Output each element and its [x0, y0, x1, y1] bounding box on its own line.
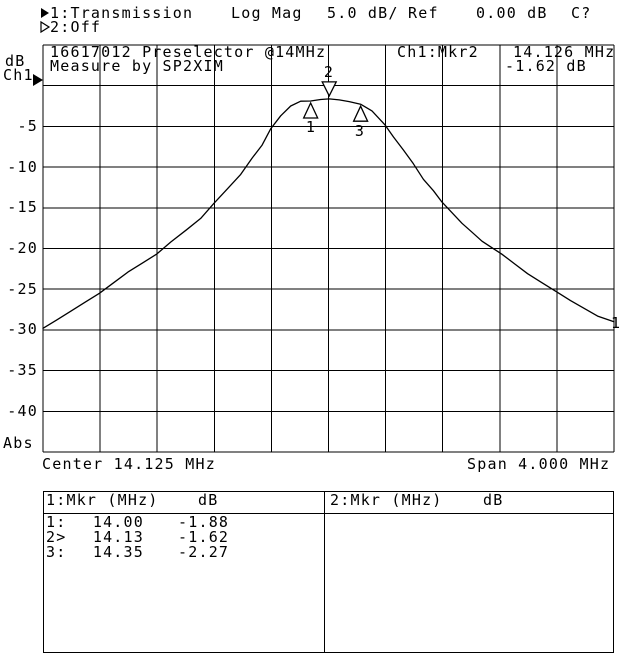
marker-3-triangle-icon: [352, 104, 369, 122]
plot-annotation-line2: Measure by SP2XIM: [50, 57, 224, 75]
active-trace-arrow-icon: [41, 8, 49, 18]
table1-row2-id: 2>: [46, 528, 67, 546]
table1-row2-freq: 14.13: [92, 528, 144, 546]
table1-row3-freq: 14.35: [92, 543, 144, 561]
y-axis-bottom-label: Abs: [3, 434, 34, 452]
marker-readout-channel: Ch1:Mkr2: [397, 43, 479, 61]
marker-symbols: [302, 81, 369, 122]
y-axis-unit-label: dB: [5, 52, 26, 70]
marker-table-header-rule: [44, 513, 613, 514]
table1-row1-db: -1.88: [178, 513, 230, 531]
y-tick-label: -30: [7, 320, 38, 338]
ref-value: 0.00 dB: [476, 4, 548, 22]
trace-end-channel-label: 1: [611, 314, 622, 332]
plot-annotation-line1: 16617012 Preselector @14MHz: [50, 43, 327, 61]
table1-header-unit: dB: [198, 491, 219, 509]
grid-lines: [42, 44, 615, 453]
format-label: Log Mag: [231, 4, 303, 22]
y-tick-label: -35: [7, 361, 38, 379]
channel-label: Ch1: [3, 66, 34, 84]
marker-3-label: 3: [354, 122, 366, 140]
span-label: Span 4.000 MHz: [467, 455, 611, 473]
marker-2-label: 2: [323, 63, 335, 81]
marker-2-triangle-icon: [321, 81, 338, 98]
marker-readout-value: -1.62 dB: [505, 57, 587, 75]
trace-line: [42, 98, 615, 329]
ref-label: Ref: [408, 4, 439, 22]
reference-level-arrow-icon: [33, 74, 43, 86]
table2-header-unit: dB: [483, 491, 504, 509]
table1-row2-db: -1.62: [178, 528, 230, 546]
table1-row3-id: 3:: [46, 543, 67, 561]
inactive-trace-arrow-icon: [40, 20, 51, 34]
marker-readout-freq: 14.126 MHz: [513, 43, 616, 61]
table1-header-label: 1:Mkr (MHz): [46, 491, 159, 509]
marker-table-container: 1:Mkr (MHz) dB 1: 14.00 -1.88 2> 14.13 -…: [43, 491, 614, 653]
y-tick-label: -40: [7, 402, 38, 420]
scale-label: 5.0 dB/: [327, 4, 399, 22]
table1-row3-db: -2.27: [178, 543, 230, 561]
center-frequency-label: Center 14.125 MHz: [42, 455, 216, 473]
y-tick-label: -5: [17, 117, 38, 135]
table1-row1-id: 1:: [46, 513, 67, 531]
marker-1-label: 1: [305, 118, 317, 136]
y-tick-label: -15: [7, 198, 38, 216]
marker-table-divider: [324, 492, 325, 652]
cal-status: C?: [571, 4, 592, 22]
table1-row1-freq: 14.00: [92, 513, 144, 531]
trace2-label: 2:Off: [50, 18, 102, 36]
trace1-label: 1:Transmission: [50, 4, 194, 22]
marker-1-triangle-icon: [302, 101, 319, 119]
y-tick-label: -20: [7, 239, 38, 257]
table2-header-label: 2:Mkr (MHz): [330, 491, 443, 509]
y-tick-label: -10: [7, 158, 38, 176]
y-tick-label: -25: [7, 280, 38, 298]
